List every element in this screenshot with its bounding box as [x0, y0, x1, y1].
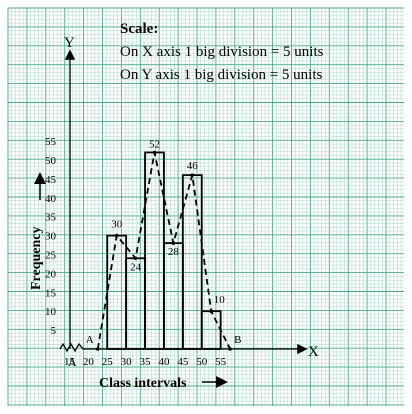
x-axis-title: Class intervals	[99, 376, 187, 391]
graph-paper-grid	[7, 7, 404, 406]
y-tick-label: 50	[45, 155, 57, 167]
data-label: 46	[187, 160, 199, 172]
data-label: 30	[111, 219, 123, 231]
polygon-vertex	[114, 233, 119, 238]
x-tick-label: 15	[64, 356, 76, 368]
data-label: 24	[130, 261, 142, 273]
origin-label: A	[68, 355, 77, 369]
x-tick-label: 30	[121, 356, 133, 368]
scale-y-note: On Y axis 1 big division = 5 units	[120, 67, 323, 83]
chart-text: Scale: On X axis 1 big division = 5 unit…	[29, 21, 324, 391]
x-tick-label: 25	[102, 356, 114, 368]
y-axis-title: Frequency	[29, 226, 44, 290]
y-tick-label: 10	[45, 306, 57, 318]
data-label: 28	[168, 246, 180, 258]
polygon-vertex	[190, 173, 195, 177]
polygon-vertex	[171, 241, 176, 245]
y-tick-label: 45	[45, 174, 57, 186]
y-tick-label: 40	[45, 193, 57, 205]
y-axis-letter: Y	[64, 35, 75, 51]
x-tick-label: 20	[83, 356, 95, 368]
x-tick-label: 55	[215, 356, 227, 368]
y-tick-label: 55	[45, 136, 57, 148]
y-tick-label: 5	[51, 325, 57, 337]
y-tick-label: 30	[45, 231, 57, 243]
polygon-vertex	[133, 256, 138, 261]
axis-break-symbol	[59, 342, 98, 353]
y-tick-label: 15	[45, 287, 57, 299]
scale-x-note: On X axis 1 big division = 5 units	[120, 44, 324, 60]
x-tick-label: 40	[158, 356, 170, 368]
polygon-vertex	[228, 347, 232, 351]
data-label: 52	[149, 138, 160, 150]
data-label: 10	[214, 294, 226, 306]
x-tick-label: 35	[140, 356, 152, 368]
y-tick-label: 35	[45, 212, 57, 224]
x-tick-label: 45	[177, 356, 189, 368]
y-tick-label: 25	[45, 250, 57, 262]
x-axis-letter: X	[308, 344, 319, 360]
frequency-polygon: A B 30 24 52 28 46 10	[86, 138, 241, 351]
polygon-vertex	[96, 347, 100, 351]
y-tick-label: 20	[45, 268, 57, 280]
polygon-endpoint-label: B	[234, 334, 241, 346]
polygon-vertex	[209, 309, 213, 314]
x-tick-label: 50	[196, 356, 208, 368]
scale-heading: Scale:	[120, 21, 158, 37]
polygon-vertex	[152, 150, 157, 155]
axes: 5 10 15 20 25 30 35 40 45 50 55 15 20 25 30 35 40 45 50 55	[34, 49, 308, 388]
polygon-endpoint-label: A	[86, 334, 94, 346]
